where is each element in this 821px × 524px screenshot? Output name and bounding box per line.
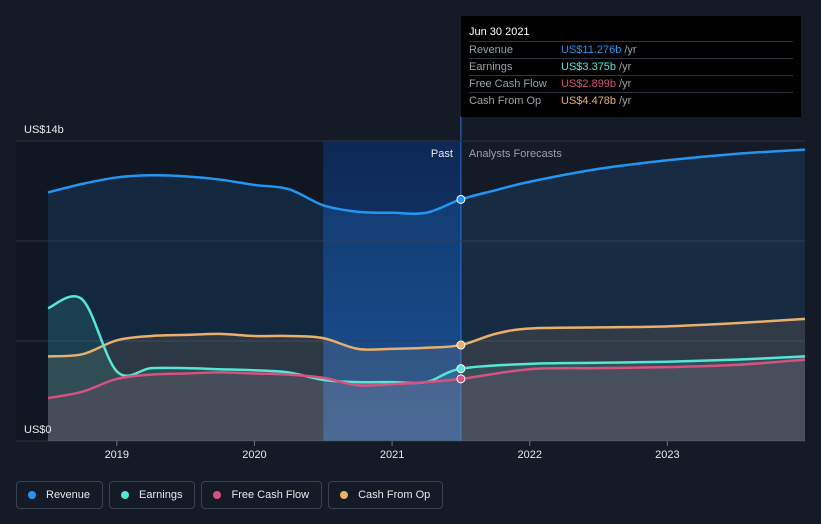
point-free-cash-flow	[456, 374, 466, 384]
legend-item-cash-from-op[interactable]: Cash From Op	[328, 481, 444, 509]
y-axis-label-top: US$14b	[24, 124, 64, 136]
highlight-band	[323, 141, 461, 441]
tooltip-unit: /yr	[619, 61, 632, 73]
point-revenue	[456, 194, 466, 204]
tooltip-row-free-cash-flow: Free Cash Flow US$2.899b /yr	[469, 75, 793, 92]
legend-label: Free Cash Flow	[231, 489, 310, 501]
line-cash-from-op	[47, 317, 806, 358]
chart-area: US$14b US$0 Past Analysts Forecasts 2019 2020…	[16, 116, 806, 461]
tooltip-value: US$4.478b	[561, 95, 617, 107]
legend-dot-icon	[28, 491, 36, 499]
x-tick-label: 2023	[655, 449, 679, 461]
line-revenue	[47, 148, 806, 216]
x-tick-label: 2021	[380, 449, 404, 461]
x-tick-label: 2020	[242, 449, 266, 461]
tooltip-row-earnings: Earnings US$3.375b /yr	[469, 58, 793, 75]
legend-label: Earnings	[139, 489, 183, 501]
tooltip-label: Earnings	[469, 61, 513, 73]
tooltip-row-cash-from-op: Cash From Op US$4.478b /yr	[469, 92, 793, 109]
tooltip-value: US$11.276b	[561, 44, 622, 56]
tooltip-unit: /yr	[619, 78, 632, 90]
legend-label: Cash From Op	[358, 489, 431, 501]
legend-item-revenue[interactable]: Revenue	[16, 481, 104, 509]
tooltip-row-revenue: Revenue US$11.276b /yr	[469, 41, 793, 58]
legend-item-free-cash-flow[interactable]: Free Cash Flow	[201, 481, 323, 509]
tooltip-date: Jun 30 2021	[469, 26, 530, 38]
forecast-label: Analysts Forecasts	[469, 148, 562, 160]
tooltip-unit: /yr	[619, 95, 632, 107]
tooltip-value: US$2.899b	[561, 78, 617, 90]
legend-label: Revenue	[46, 489, 91, 501]
x-tick-label: 2019	[105, 449, 129, 461]
tooltip-label: Free Cash Flow	[469, 78, 547, 90]
y-axis-label-bottom: US$0	[24, 424, 52, 436]
tooltip-label: Revenue	[469, 44, 514, 56]
legend: Revenue Earnings Free Cash Flow Cash Fro…	[16, 481, 444, 509]
tooltip-panel: Jun 30 2021 Revenue US$11.276b /yr Earni…	[461, 16, 801, 117]
legend-dot-icon	[121, 491, 130, 499]
line-earnings	[47, 295, 806, 385]
point-cash-from-op	[456, 340, 466, 350]
line-free-cash-flow	[47, 358, 806, 400]
tooltip-value: US$3.375b	[561, 61, 617, 73]
area-cash-from-op	[48, 318, 805, 441]
point-earnings	[456, 364, 466, 374]
tooltip-label: Cash From Op	[469, 95, 542, 107]
legend-dot-icon	[213, 491, 222, 499]
area-free-cash-flow	[48, 359, 805, 441]
legend-dot-icon	[340, 491, 349, 499]
legend-item-earnings[interactable]: Earnings	[109, 481, 196, 509]
x-tick-label: 2022	[517, 449, 541, 461]
area-earnings	[48, 296, 805, 441]
tooltip-unit: /yr	[624, 44, 637, 56]
past-label: Past	[431, 148, 453, 160]
